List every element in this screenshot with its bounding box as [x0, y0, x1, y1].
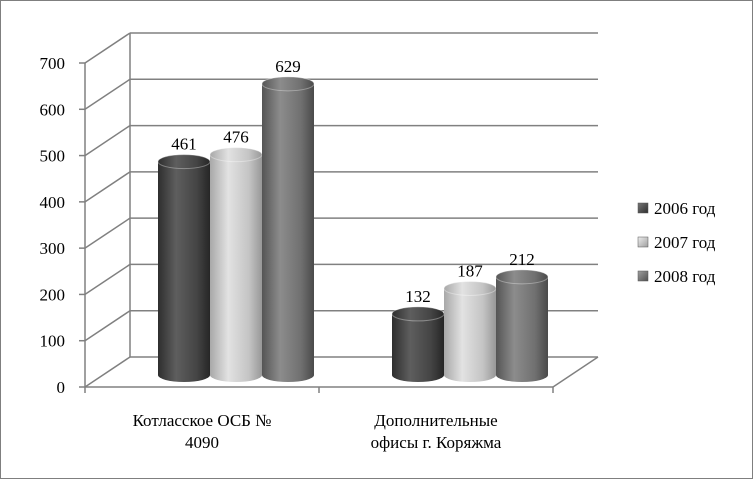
side-wall-line	[84, 124, 131, 157]
bar	[209, 147, 263, 382]
bar	[495, 269, 549, 382]
bar-top	[443, 280, 497, 296]
bar-body	[210, 154, 262, 382]
x-category-label: офисы г. Коряжма	[371, 433, 502, 452]
bar-top	[157, 154, 211, 170]
y-tick-label: 100	[40, 332, 66, 351]
bar-body	[496, 276, 548, 382]
legend-label: 2006 год	[654, 199, 716, 218]
bar-body	[444, 288, 496, 382]
bar	[443, 280, 497, 382]
bar-top	[495, 269, 549, 285]
side-wall-line	[84, 263, 131, 296]
data-label: 461	[171, 135, 197, 154]
legend-label: 2007 год	[654, 233, 716, 252]
y-tick-label: 0	[57, 378, 66, 397]
legend: 2006 год 2007 год 2008 год	[637, 199, 716, 286]
bars	[157, 76, 549, 382]
axes	[79, 33, 599, 393]
data-label: 212	[509, 250, 535, 269]
y-tick-label: 400	[40, 193, 66, 212]
y-tick-label: 200	[40, 285, 66, 304]
legend-swatch	[637, 202, 649, 214]
x-category-label: 4090	[185, 433, 219, 452]
y-tick-label: 500	[40, 147, 66, 166]
bar	[261, 76, 315, 382]
side-wall-line	[84, 171, 131, 203]
side-wall-line	[84, 32, 131, 64]
x-category-label: Дополнительные	[374, 411, 497, 430]
bar	[157, 154, 211, 382]
floor-edge	[552, 356, 599, 388]
data-label: 629	[275, 57, 301, 76]
x-category-label: Котласское ОСБ №	[133, 411, 272, 430]
y-tick-label: 700	[40, 54, 66, 73]
y-tick-label: 300	[40, 239, 66, 258]
bar	[391, 306, 445, 382]
bar-top	[391, 306, 445, 322]
data-label: 187	[457, 261, 483, 280]
bar-body	[262, 83, 314, 382]
legend-item: 2007 год	[637, 233, 716, 252]
side-wall-line	[84, 310, 131, 342]
data-label: 132	[405, 287, 431, 306]
y-tick-label: 600	[40, 100, 66, 119]
legend-swatch	[637, 270, 649, 282]
labels: 0 100 200 300 400 500 600 700 461 476 629 Котласско…	[40, 54, 535, 452]
bar-body	[392, 313, 444, 382]
side-wall-line	[84, 217, 131, 249]
legend-item: 2006 год	[637, 199, 716, 218]
bar-top	[261, 76, 315, 92]
legend-item: 2008 год	[637, 267, 716, 286]
bar-body	[158, 161, 210, 382]
data-label: 476	[223, 128, 249, 147]
side-wall-line	[84, 78, 131, 110]
legend-swatch	[637, 236, 649, 248]
side-wall-line	[84, 356, 131, 388]
bar-top	[209, 147, 263, 163]
legend-label: 2008 год	[654, 267, 716, 286]
